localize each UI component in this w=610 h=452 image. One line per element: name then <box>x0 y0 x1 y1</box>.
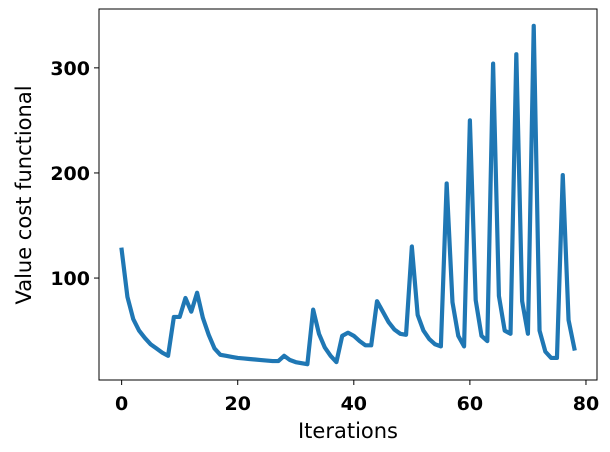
x-axis: 0 20 40 60 80 <box>115 380 599 415</box>
y-tick-label: 200 <box>50 163 90 185</box>
plot-area <box>119 23 577 367</box>
x-tick-label: 20 <box>224 393 250 415</box>
y-axis-label: Value cost functional <box>12 85 36 304</box>
y-tick-label: 300 <box>50 58 90 80</box>
y-tick-label: 100 <box>50 268 90 290</box>
x-axis-label: Iterations <box>298 419 398 443</box>
x-tick-label: 40 <box>341 393 367 415</box>
series-line-0 <box>119 23 577 367</box>
x-tick-label: 60 <box>457 393 483 415</box>
y-axis: 100 200 300 <box>50 58 99 290</box>
x-tick-label: 80 <box>573 393 599 415</box>
x-tick-label: 0 <box>115 393 128 415</box>
axes-frame <box>98 8 598 381</box>
